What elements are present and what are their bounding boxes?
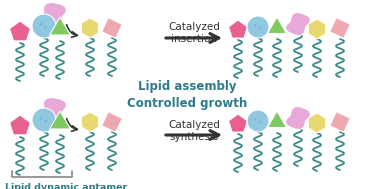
Text: Catalyzed
synthesis: Catalyzed synthesis (168, 120, 220, 142)
Polygon shape (9, 115, 30, 135)
Polygon shape (286, 12, 310, 36)
Circle shape (254, 24, 257, 27)
Polygon shape (39, 98, 66, 122)
Polygon shape (9, 21, 30, 41)
Circle shape (247, 16, 269, 38)
Polygon shape (267, 111, 286, 128)
Circle shape (44, 120, 47, 123)
Circle shape (39, 117, 42, 120)
Polygon shape (228, 20, 248, 38)
Polygon shape (50, 111, 70, 129)
Polygon shape (330, 18, 350, 38)
Polygon shape (102, 18, 122, 38)
Circle shape (32, 108, 56, 132)
Polygon shape (267, 17, 286, 33)
Circle shape (44, 26, 47, 29)
Circle shape (39, 23, 42, 26)
Polygon shape (308, 19, 326, 39)
Polygon shape (50, 17, 70, 35)
Circle shape (247, 110, 269, 132)
Polygon shape (228, 114, 248, 132)
Text: Lipid dynamic aptamer: Lipid dynamic aptamer (5, 183, 127, 189)
Text: Catalyzed
insertion: Catalyzed insertion (168, 22, 220, 44)
Polygon shape (102, 112, 122, 132)
Polygon shape (81, 18, 99, 38)
Polygon shape (39, 2, 66, 27)
Polygon shape (81, 112, 99, 132)
Circle shape (254, 118, 257, 121)
Circle shape (258, 121, 261, 123)
Polygon shape (330, 112, 350, 132)
Polygon shape (286, 107, 310, 129)
Polygon shape (308, 113, 326, 133)
Circle shape (32, 14, 56, 38)
Text: Lipid assembly
Controlled growth: Lipid assembly Controlled growth (127, 80, 247, 110)
Circle shape (258, 27, 261, 29)
